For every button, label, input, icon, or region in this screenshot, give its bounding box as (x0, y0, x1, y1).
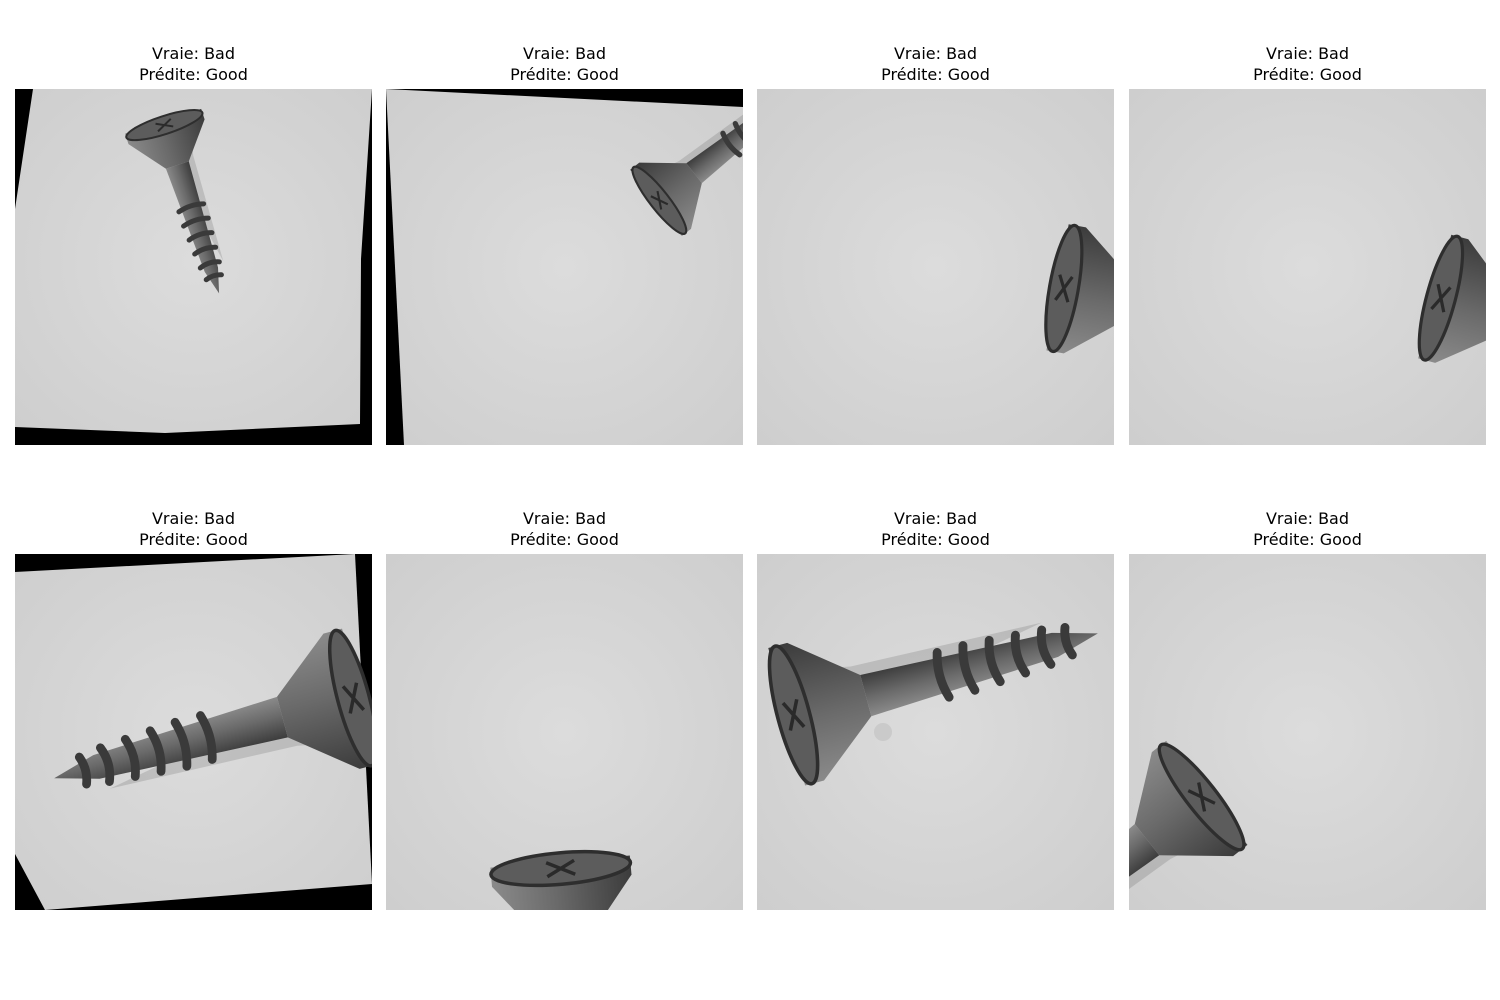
screw-image (386, 554, 743, 910)
true-label: Vraie: Bad (151, 44, 236, 63)
screw-image (386, 89, 743, 445)
panel-title: Vraie: Bad Prédite: Good (386, 43, 743, 85)
predicted-label: Prédite: Good (139, 530, 248, 549)
screw-image (757, 89, 1114, 445)
predicted-label: Prédite: Good (1253, 530, 1362, 549)
predicted-label: Prédite: Good (1253, 65, 1362, 84)
panel-title: Vraie: Bad Prédite: Good (1129, 43, 1486, 85)
true-label: Vraie: Bad (893, 44, 978, 63)
screw-image (1129, 554, 1486, 910)
true-label: Vraie: Bad (893, 509, 978, 528)
true-label: Vraie: Bad (522, 44, 607, 63)
panel-title: Vraie: Bad Prédite: Good (757, 43, 1114, 85)
panel-title: Vraie: Bad Prédite: Good (757, 508, 1114, 550)
true-label: Vraie: Bad (522, 509, 607, 528)
predicted-label: Prédite: Good (881, 530, 990, 549)
true-label: Vraie: Bad (1265, 44, 1350, 63)
screw-image (1129, 89, 1486, 445)
panel-title: Vraie: Bad Prédite: Good (386, 508, 743, 550)
panel-title: Vraie: Bad Prédite: Good (15, 43, 372, 85)
predicted-label: Prédite: Good (510, 530, 619, 549)
panel-title: Vraie: Bad Prédite: Good (15, 508, 372, 550)
predicted-label: Prédite: Good (510, 65, 619, 84)
panel-title: Vraie: Bad Prédite: Good (1129, 508, 1486, 550)
screw-image (15, 554, 372, 910)
predicted-label: Prédite: Good (881, 65, 990, 84)
screw-image (15, 89, 372, 445)
true-label: Vraie: Bad (151, 509, 236, 528)
true-label: Vraie: Bad (1265, 509, 1350, 528)
screw-image (757, 554, 1114, 910)
predicted-label: Prédite: Good (139, 65, 248, 84)
